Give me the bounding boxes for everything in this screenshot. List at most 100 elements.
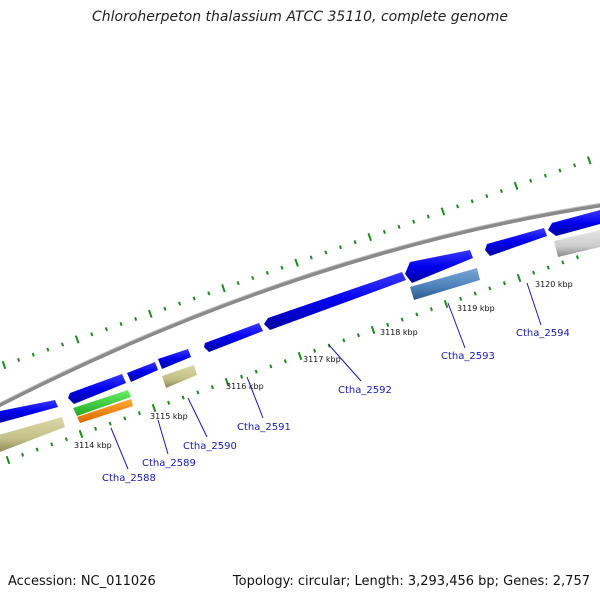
inner-tick-mark <box>224 377 230 387</box>
outer-tick-mark <box>470 199 474 204</box>
outer-tick-mark <box>265 270 269 275</box>
outer-tick-mark <box>543 173 547 178</box>
gene-arrow-cds[interactable] <box>68 374 126 404</box>
genome-summary-text: Topology: circular; Length: 3,293,456 bp… <box>232 574 590 589</box>
outer-tick-mark <box>412 219 416 224</box>
gene-arrow-cds[interactable] <box>548 210 600 236</box>
inner-tick-mark <box>516 273 522 283</box>
outer-tick-mark <box>485 194 489 199</box>
map-title: Chloroherpeton thalassium ATCC 35110, co… <box>92 9 508 25</box>
inner-scale-ticks <box>5 255 580 465</box>
outer-tick-mark <box>338 245 343 250</box>
outer-tick-mark <box>558 168 562 173</box>
outer-tick-mark <box>440 207 446 216</box>
inner-tick-mark <box>254 369 258 374</box>
outer-tick-mark <box>251 275 255 281</box>
gene-arrow-cds[interactable] <box>204 323 263 352</box>
outer-tick-mark <box>353 240 357 245</box>
inner-tick-mark <box>137 411 141 416</box>
gene-block-grey[interactable] <box>554 230 600 257</box>
inner-tick-mark <box>488 286 492 291</box>
gene-block-orange[interactable] <box>77 399 133 423</box>
inner-tick-mark <box>532 270 536 275</box>
gene-label[interactable]: Ctha_2588 <box>102 473 156 484</box>
inner-tick-mark <box>94 426 98 431</box>
outer-tick-mark <box>294 258 299 267</box>
outer-tick-mark <box>163 306 167 311</box>
outer-tick-mark <box>456 204 460 209</box>
inner-tick-mark <box>269 364 273 369</box>
outer-tick-mark <box>397 224 401 229</box>
gene-block-steelblue[interactable] <box>410 268 480 300</box>
inner-tick-mark <box>167 400 171 405</box>
outer-tick-mark <box>119 322 123 327</box>
outer-tick-mark <box>1 360 7 370</box>
inner-tick-mark <box>459 296 463 301</box>
inner-tick-mark <box>473 291 477 296</box>
gene-label[interactable]: Ctha_2593 <box>441 351 495 362</box>
outer-tick-mark <box>236 281 240 286</box>
scale-label: 3119 kbp <box>457 304 495 313</box>
gene-label[interactable]: Ctha_2590 <box>183 441 237 452</box>
outer-tick-mark <box>367 232 373 242</box>
outer-tick-mark <box>90 332 94 337</box>
gene-block-khaki[interactable] <box>0 417 65 453</box>
scale-label: 3120 kbp <box>535 280 573 289</box>
gene-arrow-cds[interactable] <box>158 349 191 369</box>
inner-tick-mark <box>561 260 565 265</box>
gene-arrow-cds[interactable] <box>0 400 58 424</box>
outer-tick-mark <box>104 327 108 332</box>
gene-label[interactable]: Ctha_2591 <box>237 422 291 433</box>
inner-tick-mark <box>108 421 112 426</box>
outer-tick-mark <box>207 291 211 296</box>
inner-tick-mark <box>356 333 360 338</box>
accession-text: Accession: NC_011026 <box>8 574 156 589</box>
genome-backbone <box>0 203 600 408</box>
inner-tick-mark <box>78 429 84 439</box>
outer-tick-mark <box>46 347 50 352</box>
gene-block-green[interactable] <box>73 390 131 416</box>
inner-tick-mark <box>50 442 54 447</box>
gene-arrow-cds[interactable] <box>127 362 158 382</box>
inner-tick-mark <box>502 281 506 286</box>
gene-label[interactable]: Ctha_2594 <box>516 328 570 339</box>
scale-label: 3117 kbp <box>303 355 341 364</box>
outer-tick-mark <box>178 301 182 306</box>
outer-tick-mark <box>324 250 328 255</box>
inner-tick-mark <box>64 437 68 442</box>
inner-tick-mark <box>546 265 550 270</box>
outer-tick-mark <box>382 229 386 234</box>
outer-tick-mark <box>573 163 577 168</box>
inner-tick-mark <box>443 299 449 309</box>
outer-tick-mark <box>529 178 533 183</box>
outer-tick-mark <box>31 352 35 357</box>
outer-tick-mark <box>221 284 226 293</box>
gene-arrow-cds[interactable] <box>264 272 406 330</box>
inner-tick-mark <box>342 338 346 343</box>
inner-tick-mark <box>386 322 390 327</box>
inner-tick-mark <box>283 359 287 364</box>
inner-tick-mark <box>400 317 404 322</box>
inner-tick-mark <box>5 455 11 465</box>
inner-tick-mark <box>151 403 157 413</box>
inner-tick-mark <box>240 374 244 379</box>
gene-label[interactable]: Ctha_2592 <box>338 385 392 396</box>
outer-tick-mark <box>192 296 196 301</box>
inner-tick-mark <box>21 452 25 457</box>
gene-arrow-cds[interactable] <box>405 250 473 283</box>
outer-tick-mark <box>513 181 519 190</box>
outer-tick-mark <box>426 214 430 219</box>
inner-tick-mark <box>313 348 317 353</box>
outer-tick-mark <box>17 357 21 362</box>
gene-block-khaki[interactable] <box>162 365 197 388</box>
inner-tick-mark <box>297 351 303 361</box>
inner-tick-mark <box>196 390 200 395</box>
inner-tick-mark <box>35 447 39 452</box>
outer-tick-mark <box>280 265 284 270</box>
outer-tick-mark <box>60 342 65 347</box>
gene-label[interactable]: Ctha_2589 <box>142 458 196 469</box>
outer-tick-mark <box>586 156 592 165</box>
gene-arrow-cds[interactable] <box>485 228 547 256</box>
outer-scale-ticks <box>1 156 592 370</box>
